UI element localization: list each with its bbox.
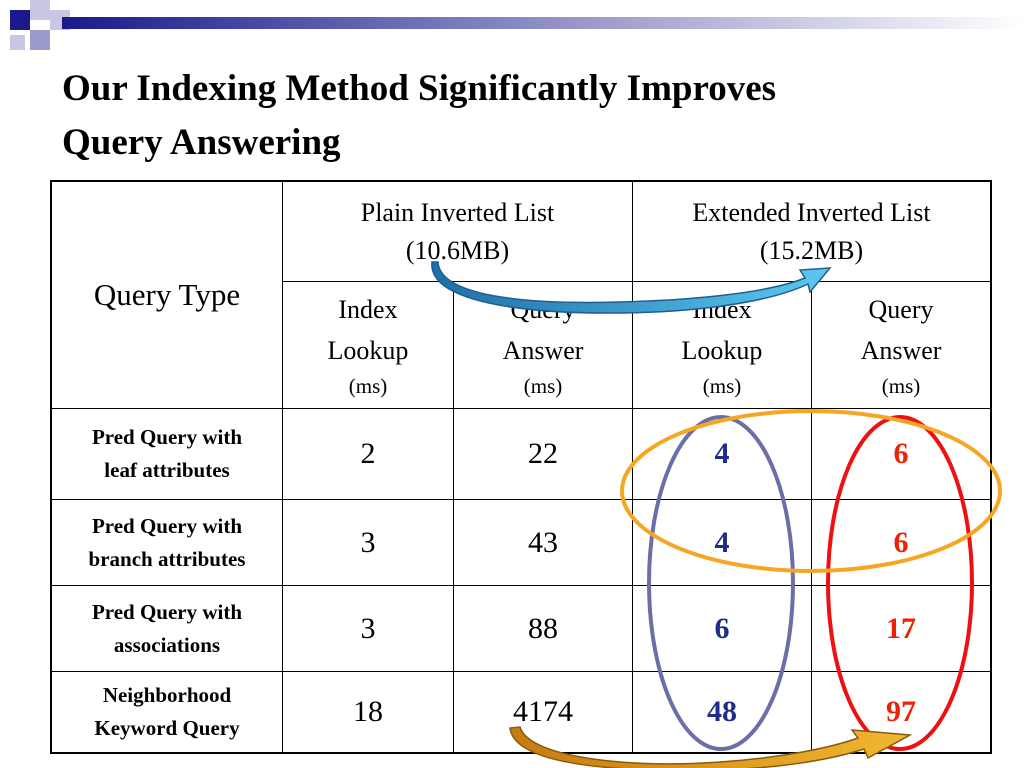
row-label-text: Pred Query with (91, 425, 243, 449)
corner-square-light-1 (30, 0, 50, 20)
header-row-1: Query Type Plain Inverted List (10.6MB) … (50, 180, 992, 409)
corner-square-light-4 (10, 35, 25, 50)
row-label: Pred Query with leaf attributes (50, 408, 283, 500)
sub-header-text: Index (692, 295, 752, 324)
top-gradient-bar (62, 17, 1024, 29)
plain-query-answer-value: 4174 (453, 671, 633, 754)
plain-query-answer-value: 88 (453, 585, 633, 672)
extended-query-answer-value: 17 (811, 585, 992, 672)
sub-header-plain-index-lookup: Index Lookup (ms) (282, 281, 454, 409)
sub-header-text: Answer (502, 336, 584, 365)
corner-decoration (10, 0, 1024, 50)
extended-header-size: (15.2MB) (759, 235, 864, 265)
table-row: Pred Query with associations 3 88 6 17 (50, 585, 992, 672)
plain-header-size: (10.6MB) (405, 235, 510, 265)
sub-header-text: Query (868, 295, 934, 324)
extended-inverted-list-header: Extended Inverted List (15.2MB) (632, 180, 992, 282)
row-label-text: Keyword Query (94, 716, 240, 740)
row-label-text: Pred Query with (91, 513, 243, 538)
sub-header-unit: (ms) (881, 374, 921, 398)
plain-query-answer-value: 22 (453, 408, 633, 500)
plain-header-title: Plain Inverted List (360, 197, 555, 227)
corner-square-light-2 (30, 30, 50, 50)
extended-index-lookup-value: 48 (632, 671, 812, 754)
slide-title-line-1: Our Indexing Method Significantly Improv… (62, 68, 777, 109)
sub-header-unit: (ms) (523, 374, 563, 398)
row-label-text: Neighborhood (102, 683, 232, 707)
plain-index-lookup-value: 3 (282, 499, 454, 586)
sub-header-text: Query (510, 295, 576, 324)
plain-index-lookup-value: 18 (282, 671, 454, 754)
row-label: Neighborhood Keyword Query (50, 671, 283, 754)
sub-header-unit: (ms) (348, 374, 388, 398)
row-label-text: branch attributes (88, 546, 246, 571)
sub-header-extended-index-lookup: Index Lookup (ms) (632, 281, 812, 409)
results-table: Query Type Plain Inverted List (10.6MB) … (50, 180, 992, 754)
extended-index-lookup-value: 6 (632, 585, 812, 672)
table-row: Pred Query with branch attributes 3 43 4… (50, 499, 992, 586)
extended-query-answer-value: 6 (811, 408, 992, 500)
slide-title-line-2: Query Answering (62, 122, 341, 163)
sub-header-text: Index (338, 295, 398, 324)
row-label-text: Pred Query with (91, 599, 243, 624)
slide-title: Our Indexing Method Significantly Improv… (62, 62, 1002, 170)
extended-index-lookup-value: 4 (632, 408, 812, 500)
sub-header-plain-query-answer: Query Answer (ms) (453, 281, 633, 409)
sub-header-unit: (ms) (702, 374, 742, 398)
plain-query-answer-value: 43 (453, 499, 633, 586)
sub-header-text: Answer (860, 336, 942, 365)
row-label: Pred Query with branch attributes (50, 499, 283, 586)
extended-query-answer-value: 6 (811, 499, 992, 586)
table-row: Neighborhood Keyword Query 18 4174 48 97 (50, 671, 992, 754)
query-type-header: Query Type (50, 180, 283, 409)
sub-header-extended-query-answer: Query Answer (ms) (811, 281, 992, 409)
corner-square-dark (10, 10, 30, 30)
sub-header-text: Lookup (681, 336, 763, 365)
extended-index-lookup-value: 4 (632, 499, 812, 586)
table-row: Pred Query with leaf attributes 2 22 4 6 (50, 408, 992, 500)
row-label-text: associations (113, 632, 221, 657)
plain-inverted-list-header: Plain Inverted List (10.6MB) (282, 180, 633, 282)
row-label: Pred Query with associations (50, 585, 283, 672)
sub-header-text: Lookup (327, 336, 409, 365)
plain-index-lookup-value: 2 (282, 408, 454, 500)
plain-index-lookup-value: 3 (282, 585, 454, 672)
extended-header-title: Extended Inverted List (692, 197, 931, 227)
extended-query-answer-value: 97 (811, 671, 992, 754)
row-label-text: leaf attributes (104, 458, 230, 482)
